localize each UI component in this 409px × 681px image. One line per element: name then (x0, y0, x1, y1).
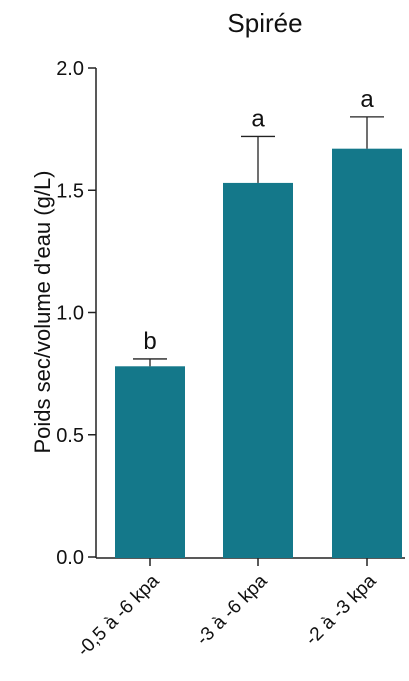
category-labels: -0,5 à -6 kpa -3 à -6 kpa -2 à -3 kpa (73, 570, 381, 661)
y-tick-label: 0.0 (56, 547, 84, 569)
y-axis-label: Poids sec/volume d'eau (g/L) (30, 170, 55, 453)
bar (223, 182, 293, 559)
error-bars-group (133, 116, 384, 367)
y-axis: 0.0 0.5 1.0 1.5 2.0 (56, 58, 97, 569)
category-label: -2 à -3 kpa (301, 570, 380, 649)
bar (332, 148, 402, 558)
y-tick-label: 0.5 (56, 425, 84, 447)
chart-title: Spirée (227, 8, 302, 38)
y-tick-label: 1.5 (56, 180, 84, 202)
category-label: -0,5 à -6 kpa (73, 570, 164, 661)
x-axis (96, 557, 405, 566)
significance-label: a (251, 105, 265, 132)
significance-label: a (360, 86, 374, 113)
bar (115, 366, 185, 558)
significance-label: b (143, 328, 156, 355)
y-tick-label: 1.0 (56, 303, 84, 325)
bars-group (115, 148, 402, 559)
y-tick-label: 2.0 (56, 58, 84, 80)
category-label: -3 à -6 kpa (192, 570, 271, 649)
significance-labels: b a a (143, 86, 374, 355)
